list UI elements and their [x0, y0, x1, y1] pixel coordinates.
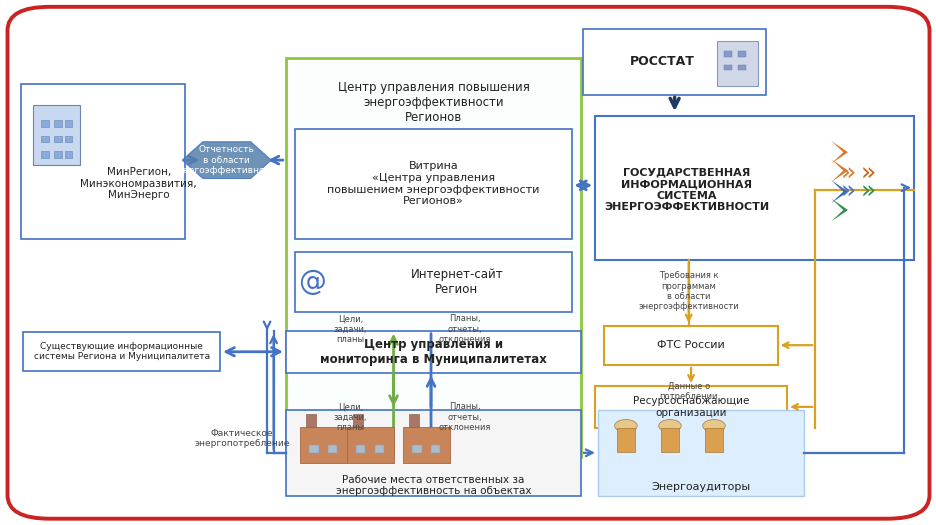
Bar	[41, 135, 49, 142]
Text: @: @	[298, 268, 326, 297]
Polygon shape	[830, 198, 847, 222]
Text: Ресурсоснабжающие
организации: Ресурсоснабжающие организации	[632, 396, 749, 418]
Bar	[300, 427, 346, 464]
Polygon shape	[830, 159, 847, 182]
Text: »: »	[859, 161, 874, 185]
Text: ФТС России: ФТС России	[656, 340, 724, 350]
Text: »: »	[859, 180, 874, 204]
Bar	[431, 445, 440, 453]
Bar	[412, 445, 421, 453]
Polygon shape	[716, 41, 757, 86]
Polygon shape	[182, 142, 271, 178]
Text: Цели,
задачи,
планы: Цели, задачи, планы	[333, 403, 367, 432]
Text: Требования к
программам
в области
энергоэффективности: Требования к программам в области энерго…	[637, 271, 739, 311]
Text: Отчетность
в области
энергоэффективности: Отчетность в области энергоэффективности	[172, 145, 281, 175]
Text: Витрина
«Центра управления
повышением энергоэффективности
Регионов»: Витрина «Центра управления повышением эн…	[327, 161, 539, 206]
Circle shape	[702, 419, 724, 432]
FancyBboxPatch shape	[285, 331, 580, 373]
Text: МинРегион,
Минэкономразвития,
МинЭнерго: МинРегион, Минэкономразвития, МинЭнерго	[80, 167, 197, 201]
Bar	[660, 428, 679, 452]
Text: »: »	[840, 161, 855, 185]
FancyBboxPatch shape	[285, 410, 580, 496]
Bar	[704, 428, 723, 452]
FancyBboxPatch shape	[604, 326, 777, 365]
Text: ГОСУДАРСТВЕННАЯ
ИНФОРМАЦИОННАЯ
СИСТЕМА
ЭНЕРГОЭФФЕКТИВНОСТИ: ГОСУДАРСТВЕННАЯ ИНФОРМАЦИОННАЯ СИСТЕМА Э…	[604, 167, 768, 213]
Text: Центр управления и
мониторинга в Муниципалитетах: Центр управления и мониторинга в Муницип…	[319, 338, 547, 366]
Text: Энергоаудиторы: Энергоаудиторы	[651, 481, 750, 492]
FancyBboxPatch shape	[594, 116, 913, 260]
Text: Интернет-сайт
Регион: Интернет-сайт Регион	[410, 268, 503, 297]
Text: Существующие информационные
системы Региона и Муниципалитета: Существующие информационные системы Реги…	[34, 342, 210, 361]
Bar	[41, 151, 49, 158]
Bar	[724, 65, 731, 70]
Bar	[346, 427, 393, 464]
Bar	[65, 151, 72, 158]
Bar	[328, 445, 337, 453]
Bar	[54, 135, 62, 142]
Bar	[353, 414, 362, 427]
Bar	[54, 120, 62, 127]
FancyBboxPatch shape	[597, 410, 803, 496]
Text: Данные о
потреблении: Данные о потреблении	[659, 382, 717, 401]
FancyBboxPatch shape	[21, 84, 184, 239]
Bar	[41, 120, 49, 127]
FancyBboxPatch shape	[295, 129, 571, 239]
Text: »: »	[840, 180, 855, 204]
FancyBboxPatch shape	[295, 252, 571, 312]
Bar	[724, 51, 731, 57]
Bar	[738, 51, 745, 57]
Text: Рабочие места ответственных за
энергоэффективность на объектах: Рабочие места ответственных за энергоэфф…	[335, 475, 531, 497]
FancyBboxPatch shape	[594, 386, 786, 428]
Text: Планы,
отчеты,
отклонения: Планы, отчеты, отклонения	[438, 403, 490, 432]
Bar	[402, 427, 449, 464]
Circle shape	[658, 419, 680, 432]
Text: Цели,
задачи,
планы: Цели, задачи, планы	[333, 314, 367, 344]
Text: Планы,
отчеты,
отклонения: Планы, отчеты, отклонения	[438, 314, 490, 344]
Bar	[738, 65, 745, 70]
Bar	[616, 428, 635, 452]
Polygon shape	[33, 104, 80, 165]
Text: Фактическое
энергопотребление: Фактическое энергопотребление	[194, 429, 289, 448]
FancyBboxPatch shape	[285, 58, 580, 457]
Polygon shape	[830, 180, 847, 203]
Bar	[356, 445, 365, 453]
Bar	[309, 445, 318, 453]
FancyBboxPatch shape	[23, 332, 220, 371]
Bar	[374, 445, 384, 453]
FancyBboxPatch shape	[7, 7, 929, 519]
Polygon shape	[830, 141, 847, 164]
Bar	[65, 120, 72, 127]
FancyBboxPatch shape	[582, 29, 765, 94]
Text: РОССТАТ: РОССТАТ	[629, 56, 694, 68]
Circle shape	[614, 419, 636, 432]
Bar	[65, 135, 72, 142]
Bar	[409, 414, 418, 427]
Text: Центр управления повышения
энергоэффективности
Регионов: Центр управления повышения энергоэффекти…	[338, 81, 529, 124]
Bar	[306, 414, 315, 427]
Bar	[54, 151, 62, 158]
